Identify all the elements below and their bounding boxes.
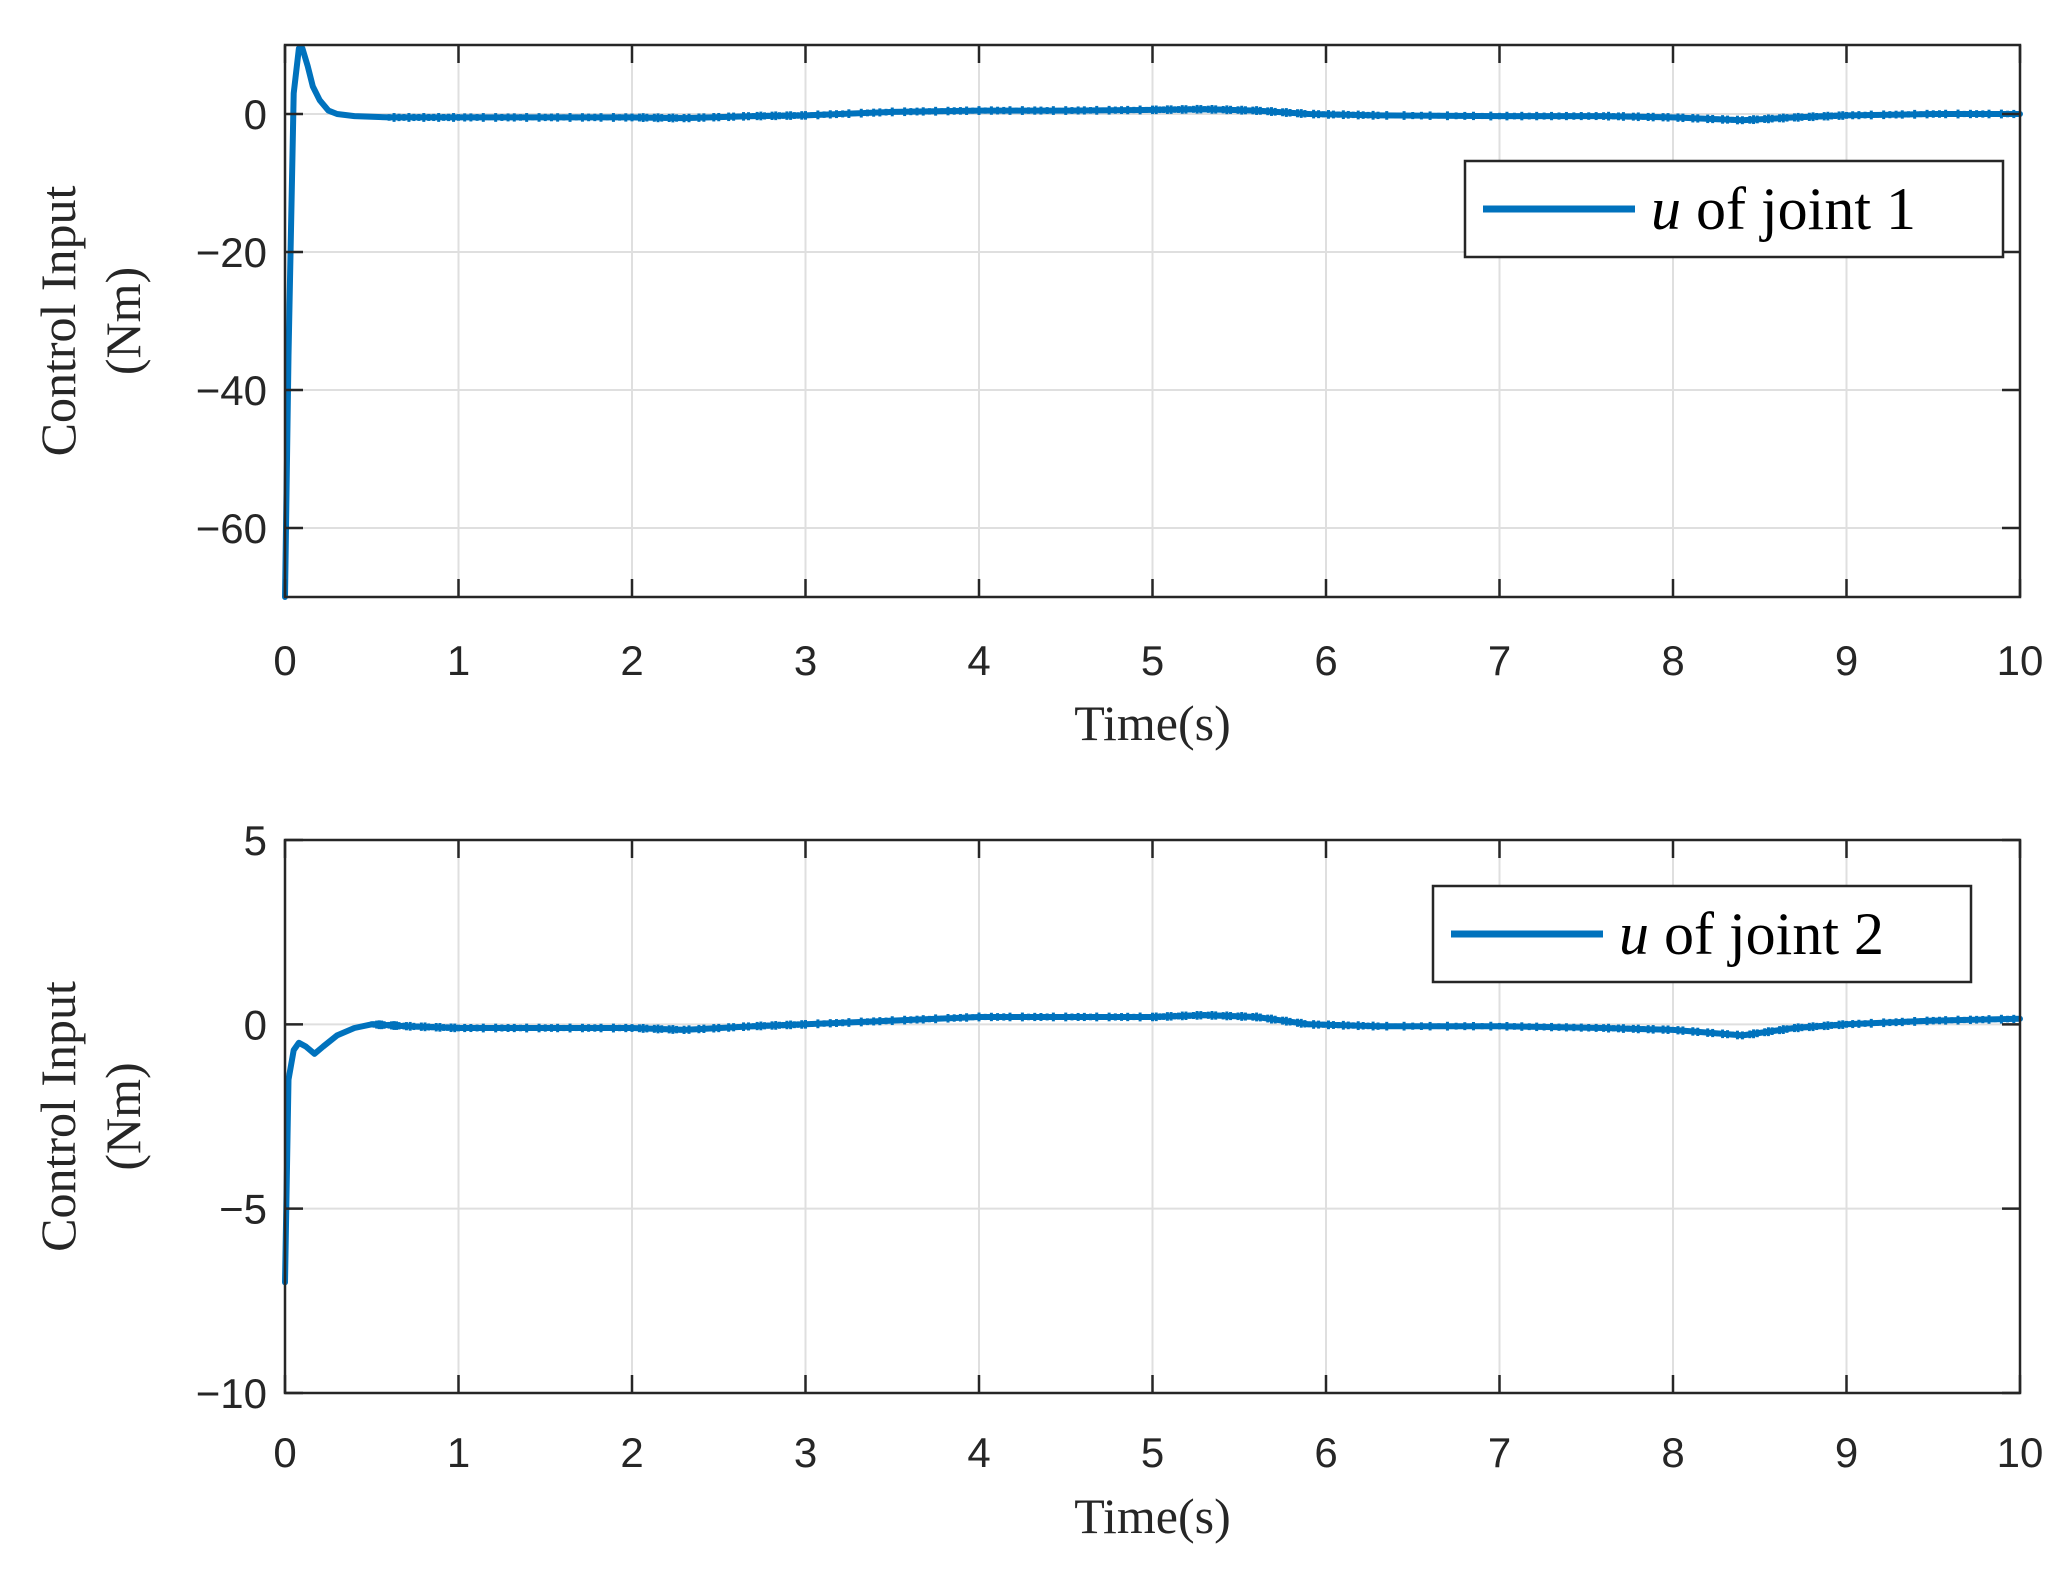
x-tick-label: 5 [1141,1429,1164,1476]
legend: u of joint 1 [1463,159,2005,259]
x-tick-label: 6 [1314,1429,1337,1476]
x-tick-label: 7 [1488,637,1511,684]
y-tick-label: −40 [196,367,267,414]
x-tick-label: 9 [1835,637,1858,684]
y-axis-title: Control Input [30,981,86,1252]
x-tick-label: 10 [1997,637,2044,684]
x-tick-label: 0 [273,637,296,684]
x-tick-label: 2 [620,1429,643,1476]
x-tick-label: 9 [1835,1429,1858,1476]
x-axis-title: Time(s) [1074,695,1231,751]
x-tick-label: 7 [1488,1429,1511,1476]
x-tick-label: 1 [447,637,470,684]
x-axis-title: Time(s) [1074,1488,1231,1544]
x-tick-label: 4 [967,1429,990,1476]
y-axis-title: Control Input [30,185,86,456]
legend: u of joint 2 [1431,884,1973,984]
y-tick-label: −10 [196,1370,267,1417]
y-tick-label: −20 [196,229,267,276]
x-tick-label: 5 [1141,637,1164,684]
series-noise-band [370,1010,2016,1040]
y-tick-label: 0 [244,1001,267,1048]
x-tick-label: 3 [794,1429,817,1476]
subplot-joint-2: 0 1 2 3 4 5 6 7 8 9 10 −10 −5 0 5 Time(s) Control Input(… [30,817,2043,1544]
y-tick-label: −60 [196,505,267,552]
y-axis-unit: (Nm) [95,1062,151,1170]
x-tick-label: 0 [273,1429,296,1476]
x-tick-label: 2 [620,637,643,684]
series-noise-band [387,104,2016,125]
x-tick-label: 4 [967,637,990,684]
x-tick-label: 3 [794,637,817,684]
x-tick-label: 1 [447,1429,470,1476]
x-tick-label: 10 [1997,1429,2044,1476]
subplot-joint-1: 0 1 2 3 4 5 6 7 8 9 10 −60 −40 −20 0 Time(s) Control Inp… [30,43,2044,751]
y-tick-label: 0 [244,91,267,138]
legend-label: u of joint 2 [1619,901,1884,967]
x-tick-label: 6 [1314,637,1337,684]
legend-label: u of joint 1 [1651,176,1916,242]
x-tick-label: 8 [1661,637,1684,684]
y-tick-label: 5 [244,817,267,864]
y-tick-label: −5 [219,1186,267,1233]
x-tick-label: 8 [1661,1429,1684,1476]
y-axis-unit: (Nm) [95,267,151,375]
